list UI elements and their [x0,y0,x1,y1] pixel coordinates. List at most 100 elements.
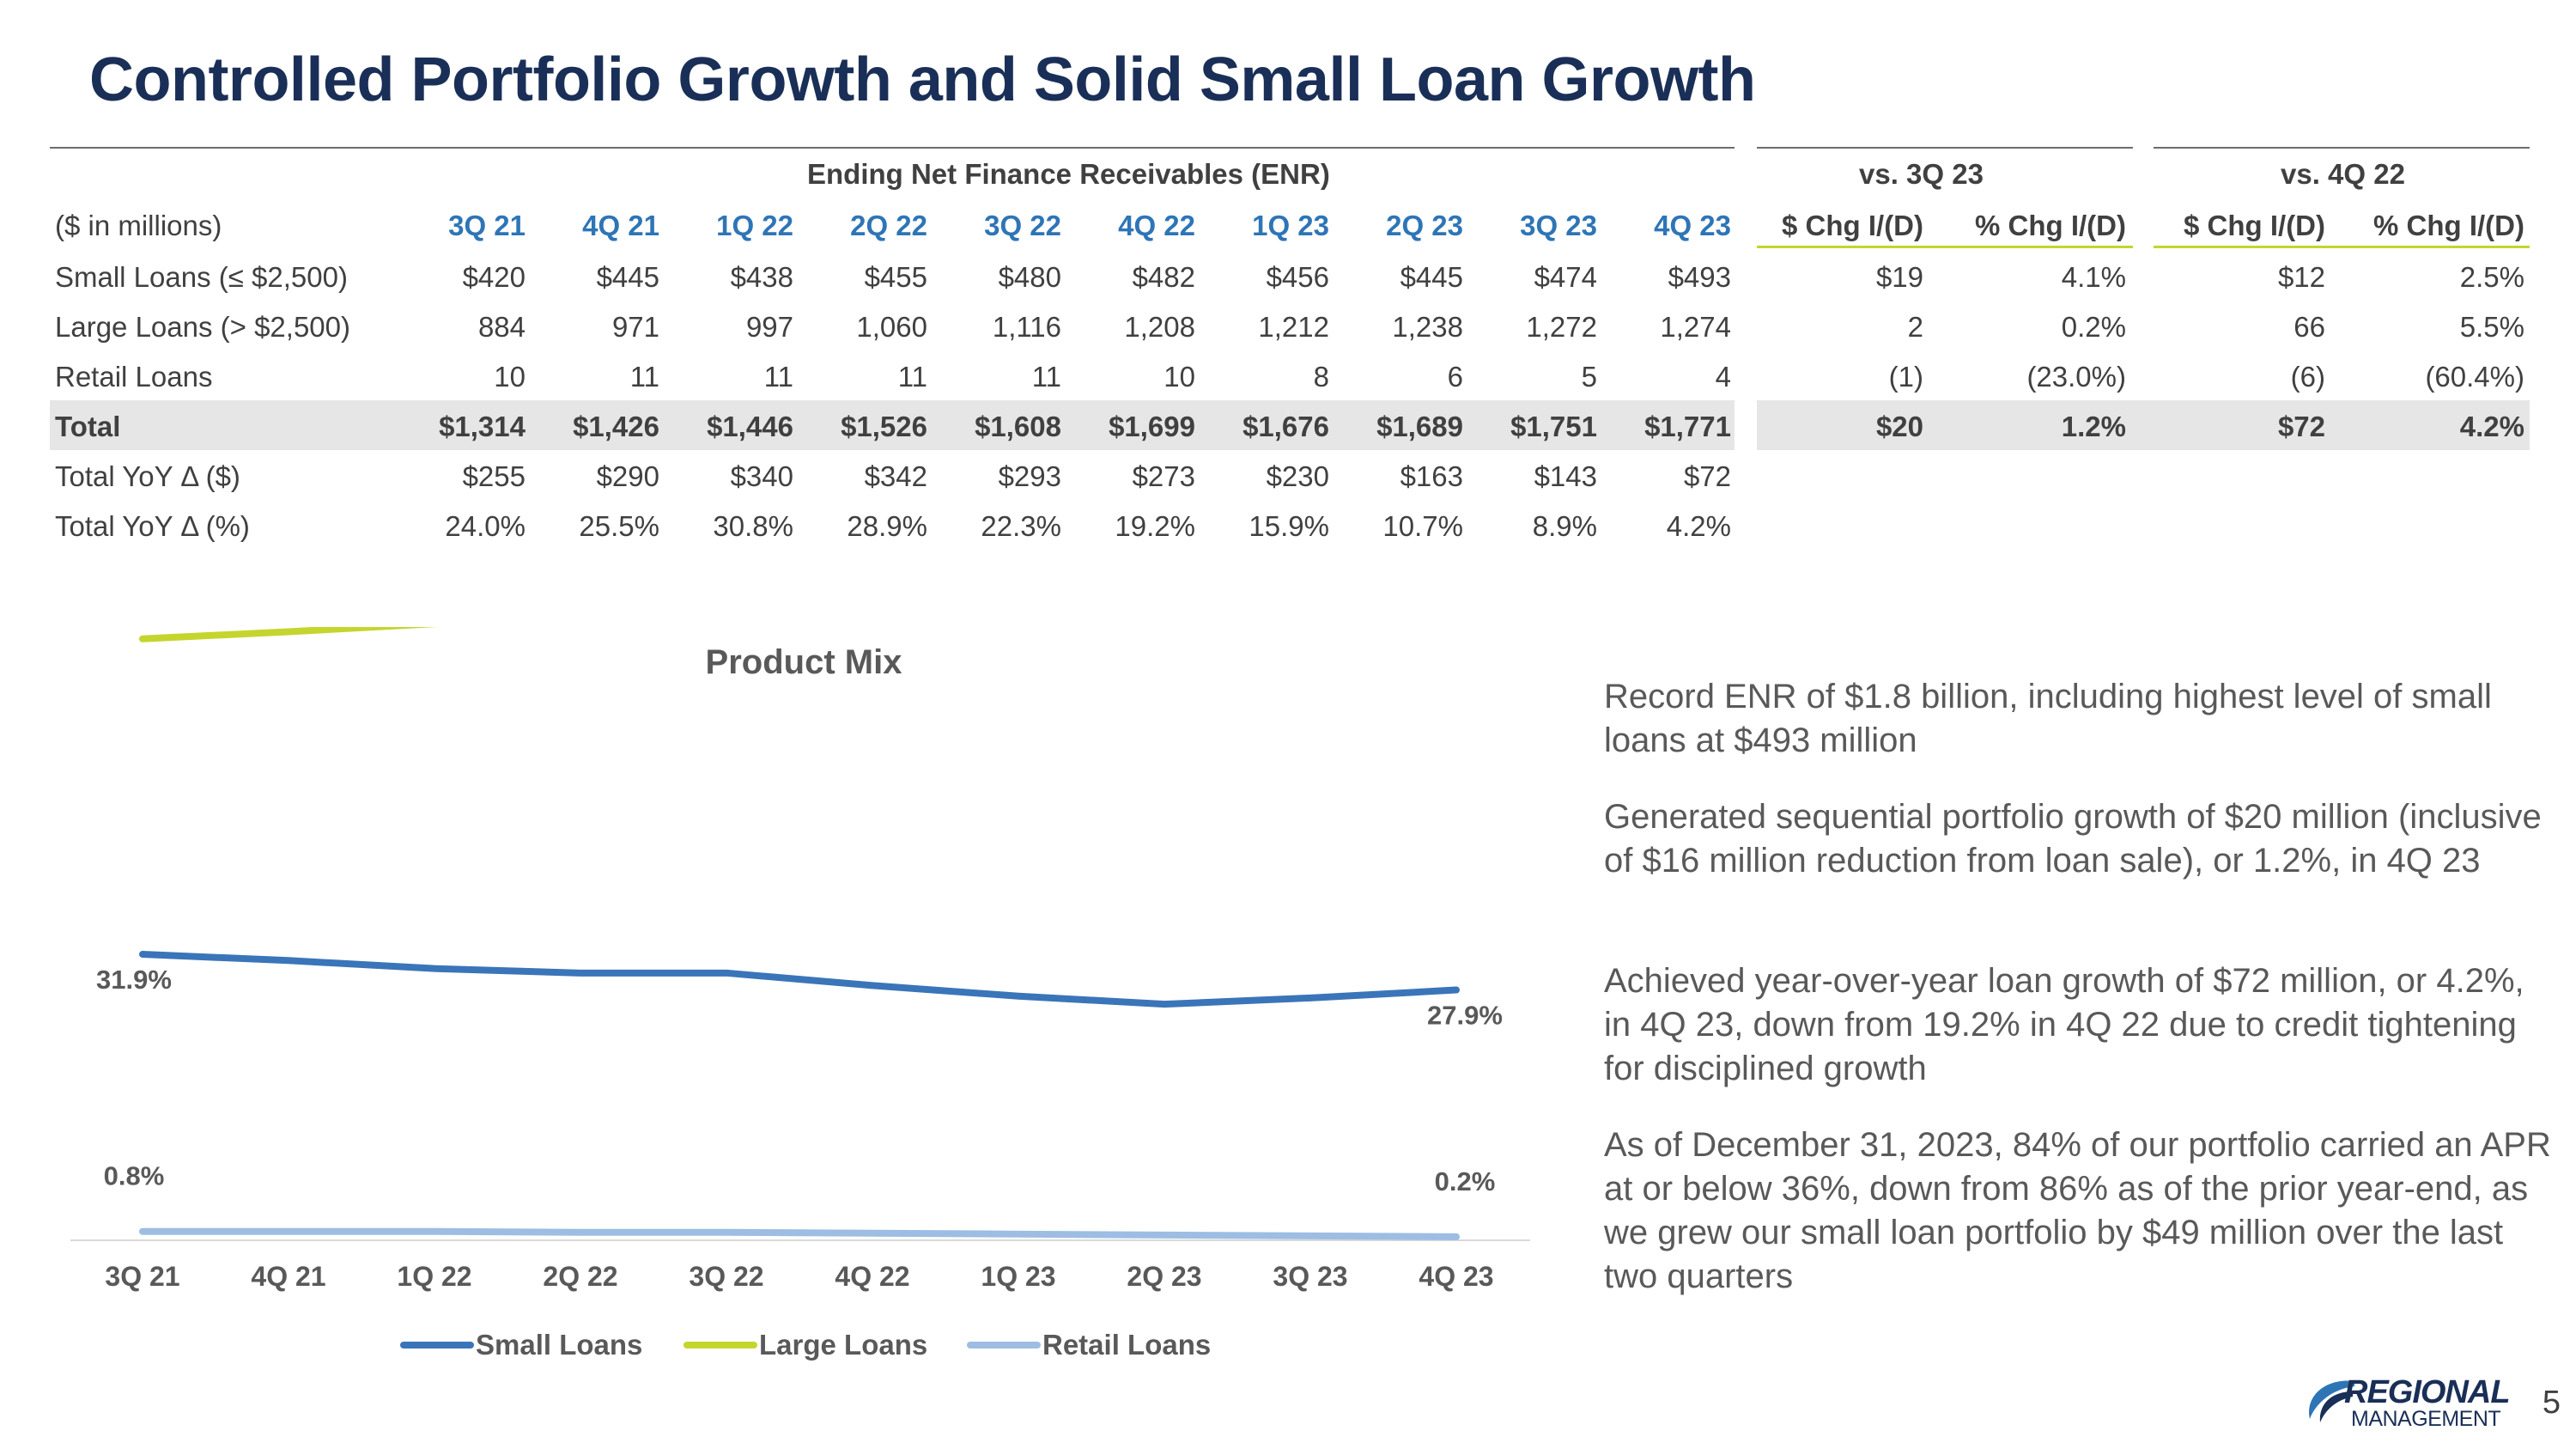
table-cell: $480 [998,261,1061,293]
table-cell: $340 [730,460,793,492]
table-cell: 997 [745,311,793,343]
vs-4q22-header: vs. 4Q 22 [2281,158,2405,190]
x-tick-label: 3Q 22 [689,1261,763,1292]
table-cell: 6 [1447,361,1463,393]
table-cell: 30.8% [713,510,793,542]
table-cell: $420 [462,261,526,293]
change-cell: 66 [2293,311,2325,343]
change-cell: (23.0%) [2026,361,2126,393]
table-cell: $482 [1132,261,1195,293]
product-mix-chart: Product Mix 3Q 21 4Q 21 1Q 22 2Q 22 3Q 22 4Q 2… [70,627,1530,1361]
quarter-header: 4Q 21 [582,210,659,241]
quarter-header: 3Q 21 [448,210,526,241]
table-cell: $1,446 [707,411,793,442]
header-rule [1757,147,2133,149]
change-cell: 5.5% [2459,311,2524,343]
table-cell: 11 [897,361,927,393]
table-cell: $163 [1400,460,1463,492]
x-tick-label: 2Q 22 [543,1261,617,1292]
change-cell: $72 [2277,411,2325,442]
logo-text-line1: REGIONAL [2344,1374,2511,1410]
change-header: $ Chg I/(D) [2184,210,2325,241]
table-cell: 24.0% [445,510,526,542]
table-cell: $493 [1668,261,1731,293]
bullet-1: Record ENR of $1.8 billion, including hi… [1604,678,2492,759]
x-tick-label: 4Q 23 [1419,1261,1493,1292]
table-cell: 8 [1313,361,1329,393]
x-tick-label: 3Q 21 [105,1261,179,1292]
table-cell: $290 [596,460,659,492]
table-cell: 15.9% [1249,510,1329,542]
page-title: Controlled Portfolio Growth and Solid Sm… [89,46,1756,114]
table-cell: 1,238 [1392,311,1463,343]
table-cell: 971 [611,311,659,343]
change-header: $ Chg I/(D) [1782,210,1923,241]
series-line-small-loans [139,951,1460,1008]
quarter-header: 3Q 23 [1520,210,1597,241]
data-label: 0.2% [1435,1166,1496,1196]
table-cell: 4.2% [1666,510,1731,542]
table-cell: 4 [1715,361,1731,393]
x-tick-label: 4Q 22 [835,1261,909,1292]
table-cell: $255 [462,460,526,492]
legend-label: Large Loans [759,1329,927,1361]
change-cell: 2 [1907,311,1923,343]
table-cell: 884 [477,311,526,343]
table-cell: 19.2% [1115,510,1195,542]
units-label: ($ in millions) [55,210,222,241]
x-tick-label: 2Q 23 [1127,1261,1201,1292]
table-cell: $456 [1266,261,1329,293]
change-cell: $19 [1875,261,1923,293]
change-cell: 4.2% [2459,411,2524,442]
row-label: Total YoY Δ ($) [55,460,240,492]
chg-header-underline [1757,246,2133,248]
vs-3q23-header: vs. 3Q 23 [1859,158,1984,190]
data-label: 27.9% [1427,1001,1503,1031]
table-cell: 1,272 [1526,311,1597,343]
table-cell: 1,208 [1124,311,1195,343]
table-cell: $445 [596,261,659,293]
table-cell: 11 [629,361,659,393]
quarter-header: 4Q 23 [1654,210,1731,241]
table-cell: 1,116 [992,311,1061,343]
quarter-header: 1Q 23 [1252,210,1329,241]
legend-label: Small Loans [476,1329,642,1361]
change-cell: (1) [1888,361,1923,393]
data-label: 31.9% [96,965,172,995]
table-cell: 10 [1163,361,1195,393]
chg-header-underline [2154,246,2530,248]
change-cell: $20 [1875,411,1923,442]
table-cell: 10.7% [1382,510,1463,542]
quarter-header: 1Q 22 [716,210,793,241]
bullet-3: Achieved year-over-year loan growth of $… [1604,962,2524,1087]
table-cell: 1,274 [1660,311,1731,343]
company-logo: REGIONAL MANAGEMENT [2301,1374,2524,1431]
table-cell: $273 [1132,460,1195,492]
table-cell: 28.9% [847,510,927,542]
logo-swoosh-icon [2309,1380,2354,1422]
change-cell: 0.2% [2061,311,2126,343]
row-label: Retail Loans [55,361,213,393]
chart-title: Product Mix [706,643,902,681]
change-cell: (6) [2290,361,2325,393]
data-label: 0.8% [104,1161,165,1191]
header-rule [2154,147,2530,149]
table-cell: 1,212 [1258,311,1329,343]
change-header: % Chg I/(D) [1975,210,2126,241]
row-label: Small Loans (≤ $2,500) [55,261,348,293]
series-line-retail-loans [139,1227,1460,1240]
x-tick-label: 1Q 22 [397,1261,471,1292]
table-cell: $293 [998,460,1061,492]
table-cell: $1,314 [439,411,526,442]
quarter-header: 2Q 22 [850,210,927,241]
table-cell: $72 [1683,460,1731,492]
change-cell: 1.2% [2061,411,2126,442]
change-cell: 2.5% [2459,261,2524,293]
change-cell: (60.4%) [2425,361,2524,393]
table-cell: 10 [494,361,526,393]
page-number: 5 [2542,1385,2561,1421]
change-cell: 4.1% [2061,261,2126,293]
table-cell: 11 [763,361,793,393]
x-tick-label: 3Q 23 [1273,1261,1347,1292]
table-cell: $1,676 [1242,411,1329,442]
